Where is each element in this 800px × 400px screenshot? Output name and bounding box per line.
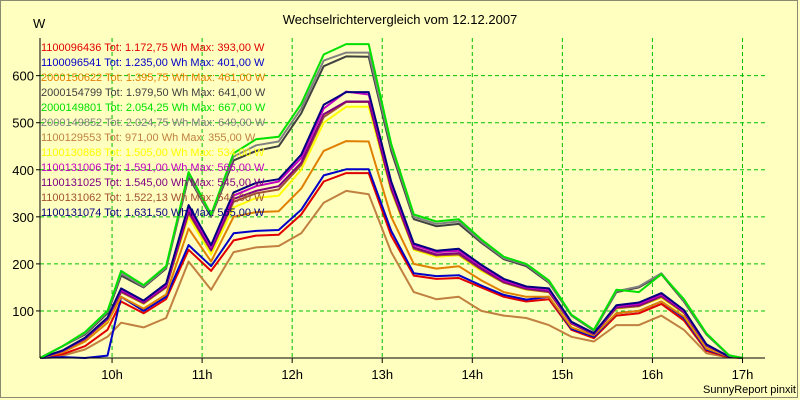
legend-entry-2000149801: 2000149801 Tot: 2.054,25 Wh Max: 667,00 … bbox=[41, 102, 266, 114]
legend-entry-1100096436: 1100096436 Tot: 1.172,75 Wh Max: 393,00 … bbox=[41, 42, 265, 54]
legend-entry-1100131074: 1100131074 Tot: 1.631,50 Wh Max: 565,00 … bbox=[41, 207, 265, 219]
y-tick-label: 400 bbox=[12, 163, 34, 178]
series-line-1100096436 bbox=[39, 172, 743, 359]
y-tick-label: 200 bbox=[12, 257, 34, 272]
legend-entry-1100096541: 1100096541 Tot: 1.235,00 Wh Max: 401,00 … bbox=[41, 57, 265, 69]
x-tick-label: 16h bbox=[642, 367, 664, 382]
series-line-1100131074 bbox=[39, 91, 743, 359]
series-line-1100129553 bbox=[39, 189, 743, 359]
series-line-2000150622 bbox=[39, 140, 743, 359]
legend-entry-1100129553: 1100129553 Tot: 971,00 Wh Max: 355,00 W bbox=[41, 132, 256, 144]
y-tick-label: 600 bbox=[12, 69, 34, 84]
grid-lines bbox=[40, 38, 765, 358]
legend-entry-1100131006: 1100131006 Tot: 1.591,00 Wh Max: 566,00 … bbox=[41, 162, 265, 174]
x-tick-label: 14h bbox=[461, 367, 483, 382]
series-lines bbox=[39, 43, 743, 359]
legend-entry-2000154799: 2000154799 Tot: 1.979,50 Wh Max: 641,00 … bbox=[41, 87, 266, 99]
legend-entry-2000149852: 2000149852 Tot: 2.024,75 Wh Max: 649,00 … bbox=[41, 117, 266, 129]
x-tick-label: 12h bbox=[281, 367, 303, 382]
legend: 1100096436 Tot: 1.172,75 Wh Max: 393,00 … bbox=[41, 42, 266, 219]
legend-entry-1100131025: 1100131025 Tot: 1.545,00 Wh Max: 545,00 … bbox=[41, 177, 265, 189]
x-tick-label: 11h bbox=[192, 367, 213, 382]
chart-title: Wechselrichtervergleich vom 12.12.2007 bbox=[283, 12, 518, 27]
y-tick-label: 100 bbox=[12, 304, 34, 319]
chart-credit: SunnyReport pinxit bbox=[703, 384, 796, 396]
x-tick-label: 15h bbox=[552, 367, 574, 382]
x-tick-label: 13h bbox=[371, 367, 393, 382]
legend-entry-1100130868: 1100130868 Tot: 1.505,00 Wh Max: 534,00 … bbox=[41, 147, 265, 159]
series-line-2000149801 bbox=[39, 43, 743, 359]
axes: 100 200 300 400 500 600 10h 11h 12h 13h 14h 15h 16h 1… bbox=[12, 38, 765, 382]
series-line-2000149852 bbox=[39, 51, 743, 359]
y-tick-label: 500 bbox=[12, 116, 34, 131]
y-axis-unit: W bbox=[33, 16, 46, 31]
y-tick-label: 300 bbox=[12, 210, 34, 225]
legend-entry-2000150622: 2000150622 Tot: 1.395,75 Wh Max: 461,00 … bbox=[41, 72, 266, 84]
x-tick-label: 10h bbox=[101, 367, 123, 382]
x-tick-label: 17h bbox=[732, 367, 754, 382]
legend-entry-1100131062: 1100131062 Tot: 1.522,13 Wh Max: 544,00 … bbox=[41, 192, 265, 204]
